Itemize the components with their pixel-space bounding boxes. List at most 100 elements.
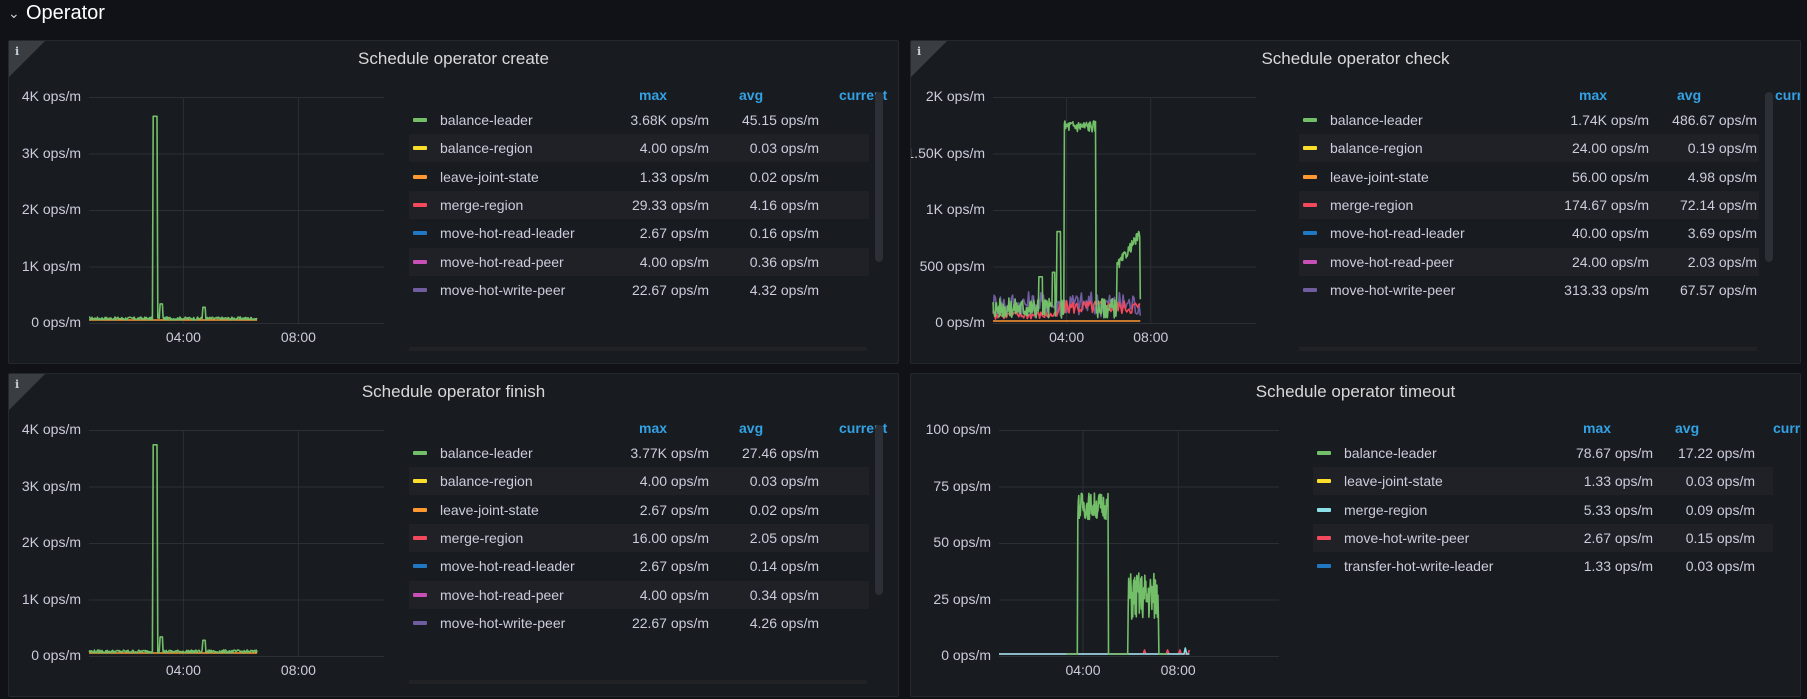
legend-header-max[interactable]: max bbox=[1583, 420, 1612, 436]
legend-item[interactable]: balance-leader 3.68K ops/m 45.15 ops/m bbox=[409, 106, 869, 134]
time-series-graph[interactable] bbox=[88, 97, 384, 325]
series-color-swatch[interactable] bbox=[1303, 202, 1317, 207]
series-color-swatch[interactable] bbox=[413, 479, 427, 484]
panel-schedule-operator-create[interactable]: i Schedule operator create 4K ops/m 3K op… bbox=[8, 40, 899, 364]
panel-schedule-operator-timeout[interactable]: Schedule operator timeout 100 ops/m 75 op… bbox=[910, 373, 1801, 697]
legend-series-name[interactable]: move-hot-read-leader bbox=[1330, 225, 1465, 242]
legend-series-name[interactable]: balance-region bbox=[440, 473, 533, 490]
legend-item[interactable]: balance-leader 3.77K ops/m 27.46 ops/m bbox=[409, 439, 869, 467]
series-color-swatch[interactable] bbox=[413, 564, 427, 569]
series-color-swatch[interactable] bbox=[413, 620, 427, 625]
legend-series-name[interactable]: move-hot-read-peer bbox=[440, 253, 564, 270]
chevron-down-icon[interactable]: ⌄ bbox=[8, 4, 20, 21]
legend-series-name[interactable]: move-hot-write-peer bbox=[1330, 281, 1456, 298]
legend-series-name[interactable]: move-hot-read-leader bbox=[440, 225, 575, 242]
series-color-swatch[interactable] bbox=[413, 451, 427, 455]
legend-header-avg[interactable]: avg bbox=[1677, 87, 1702, 103]
series-color-swatch[interactable] bbox=[1303, 287, 1317, 292]
legend-header-max[interactable]: max bbox=[639, 420, 668, 436]
series-color-swatch[interactable] bbox=[1317, 535, 1331, 540]
legend-series-name[interactable]: move-hot-write-peer bbox=[1344, 529, 1470, 546]
legend-series-name[interactable]: move-hot-write-peer bbox=[440, 614, 566, 631]
legend-scrollbar[interactable] bbox=[875, 92, 883, 262]
legend-item[interactable]: balance-region 24.00 ops/m 0.19 ops/m bbox=[1299, 134, 1759, 163]
legend-series-name[interactable]: leave-joint-state bbox=[440, 501, 539, 518]
series-color-swatch[interactable] bbox=[413, 146, 427, 151]
legend-header-current[interactable]: current bbox=[1775, 87, 1800, 103]
series-color-swatch[interactable] bbox=[1303, 259, 1317, 264]
legend-horizontal-scrollbar[interactable] bbox=[409, 347, 867, 351]
legend-header-avg[interactable]: avg bbox=[739, 420, 764, 436]
series-color-swatch[interactable] bbox=[413, 535, 427, 540]
legend-item[interactable]: merge-region 5.33 ops/m 0.09 ops/m bbox=[1313, 496, 1773, 524]
series-color-swatch[interactable] bbox=[1303, 174, 1317, 179]
series-color-swatch[interactable] bbox=[413, 231, 427, 236]
legend-item[interactable]: move-hot-read-leader 40.00 ops/m 3.69 ops/… bbox=[1299, 219, 1759, 247]
legend-item[interactable]: move-hot-read-peer 24.00 ops/m 2.03 ops/m bbox=[1299, 247, 1759, 276]
legend-series-name[interactable]: move-hot-write-peer bbox=[440, 281, 566, 298]
series-color-swatch[interactable] bbox=[413, 507, 427, 512]
panel-title[interactable]: Schedule operator check bbox=[1261, 49, 1450, 68]
legend-item[interactable]: move-hot-write-peer 313.33 ops/m 67.57 ops… bbox=[1299, 276, 1759, 304]
legend-series-name[interactable]: leave-joint-state bbox=[440, 168, 539, 185]
time-series-graph[interactable] bbox=[999, 430, 1279, 658]
legend-scrollbar[interactable] bbox=[1765, 92, 1773, 262]
legend-item[interactable]: merge-region 174.67 ops/m 72.14 ops/m bbox=[1299, 190, 1759, 219]
legend-series-name[interactable]: move-hot-read-leader bbox=[440, 558, 575, 575]
legend-series-name[interactable]: leave-joint-state bbox=[1330, 168, 1429, 185]
legend-item[interactable]: balance-leader 78.67 ops/m 17.22 ops/m bbox=[1313, 439, 1773, 467]
legend-series-name[interactable]: balance-leader bbox=[440, 112, 533, 128]
legend-item[interactable]: move-hot-write-peer 22.67 ops/m 4.26 ops/m bbox=[409, 609, 869, 637]
series-color-swatch[interactable] bbox=[1317, 564, 1331, 569]
series-color-swatch[interactable] bbox=[1317, 507, 1331, 512]
legend-series-name[interactable]: merge-region bbox=[440, 196, 524, 213]
info-icon[interactable]: i bbox=[15, 378, 20, 391]
legend-series-name[interactable]: merge-region bbox=[1330, 196, 1414, 213]
legend-item[interactable]: move-hot-read-leader 2.67 ops/m 0.16 ops/m bbox=[409, 219, 869, 247]
legend-series-name[interactable]: move-hot-read-peer bbox=[440, 586, 564, 603]
legend-item[interactable]: balance-region 4.00 ops/m 0.03 ops/m bbox=[409, 134, 869, 163]
legend-series-name[interactable]: balance-leader bbox=[1344, 445, 1437, 461]
legend-horizontal-scrollbar[interactable] bbox=[1299, 347, 1757, 351]
legend-series-name[interactable]: balance-region bbox=[1330, 140, 1423, 157]
time-series-graph[interactable] bbox=[88, 430, 384, 658]
legend-series-name[interactable]: merge-region bbox=[440, 529, 524, 546]
series-color-swatch[interactable] bbox=[413, 259, 427, 264]
legend-series-name[interactable]: balance-leader bbox=[1330, 112, 1423, 128]
legend-series-name[interactable]: balance-region bbox=[440, 140, 533, 157]
legend-header-max[interactable]: max bbox=[1579, 87, 1608, 103]
legend-item[interactable]: leave-joint-state 1.33 ops/m 0.03 ops/m bbox=[1313, 467, 1773, 496]
legend-header-avg[interactable]: avg bbox=[739, 87, 764, 103]
legend-item[interactable]: move-hot-read-leader 2.67 ops/m 0.14 ops/m bbox=[409, 552, 869, 580]
row-header-operator[interactable]: ⌄ Operator bbox=[8, 0, 105, 26]
series-color-swatch[interactable] bbox=[413, 202, 427, 207]
series-color-swatch[interactable] bbox=[1303, 231, 1317, 236]
legend-scrollbar[interactable] bbox=[875, 425, 883, 595]
info-icon[interactable]: i bbox=[15, 45, 20, 58]
legend-item[interactable]: move-hot-read-peer 4.00 ops/m 0.36 ops/m bbox=[409, 247, 869, 276]
legend-series-name[interactable]: leave-joint-state bbox=[1344, 473, 1443, 490]
series-color-swatch[interactable] bbox=[1317, 479, 1331, 484]
legend-header-current[interactable]: current bbox=[1773, 420, 1801, 436]
series-color-swatch[interactable] bbox=[1303, 118, 1317, 122]
series-color-swatch[interactable] bbox=[413, 174, 427, 179]
legend-series-name[interactable]: merge-region bbox=[1344, 501, 1428, 518]
legend-item[interactable]: merge-region 16.00 ops/m 2.05 ops/m bbox=[409, 523, 869, 552]
legend-item[interactable]: balance-region 4.00 ops/m 0.03 ops/m bbox=[409, 467, 869, 496]
legend-item[interactable]: balance-leader 1.74K ops/m 486.67 ops/m bbox=[1299, 106, 1759, 134]
series-color-swatch[interactable] bbox=[1303, 146, 1317, 151]
series-color-swatch[interactable] bbox=[413, 592, 427, 597]
legend-header-max[interactable]: max bbox=[639, 87, 668, 103]
panel-title[interactable]: Schedule operator create bbox=[358, 49, 549, 68]
legend-horizontal-scrollbar[interactable] bbox=[409, 680, 867, 684]
legend-series-name[interactable]: transfer-hot-write-leader bbox=[1344, 558, 1494, 575]
legend-item[interactable]: move-hot-write-peer 2.67 ops/m 0.15 ops/m bbox=[1313, 523, 1773, 552]
legend-header-avg[interactable]: avg bbox=[1675, 420, 1700, 436]
time-series-graph[interactable] bbox=[992, 97, 1256, 325]
legend-item[interactable]: leave-joint-state 1.33 ops/m 0.02 ops/m bbox=[409, 163, 869, 191]
legend-item[interactable]: move-hot-read-peer 4.00 ops/m 0.34 ops/m bbox=[409, 580, 869, 609]
legend-item[interactable]: leave-joint-state 56.00 ops/m 4.98 ops/m bbox=[1299, 163, 1759, 191]
series-color-swatch[interactable] bbox=[413, 118, 427, 122]
legend-series-name[interactable]: balance-leader bbox=[440, 445, 533, 461]
legend-item[interactable]: merge-region 29.33 ops/m 4.16 ops/m bbox=[409, 190, 869, 219]
